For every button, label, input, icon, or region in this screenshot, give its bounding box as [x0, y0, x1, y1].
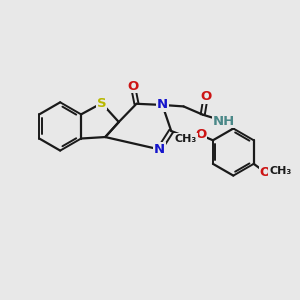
Text: S: S — [97, 97, 106, 110]
Text: CH₃: CH₃ — [181, 134, 203, 144]
Text: O: O — [127, 80, 139, 93]
Text: N: N — [154, 143, 165, 156]
Text: O: O — [259, 166, 271, 178]
Text: N: N — [157, 98, 168, 111]
Text: NH: NH — [213, 115, 235, 128]
Text: CH₃: CH₃ — [175, 134, 197, 143]
Text: O: O — [200, 91, 211, 103]
Text: CH₃: CH₃ — [269, 166, 291, 176]
Text: O: O — [195, 128, 206, 142]
